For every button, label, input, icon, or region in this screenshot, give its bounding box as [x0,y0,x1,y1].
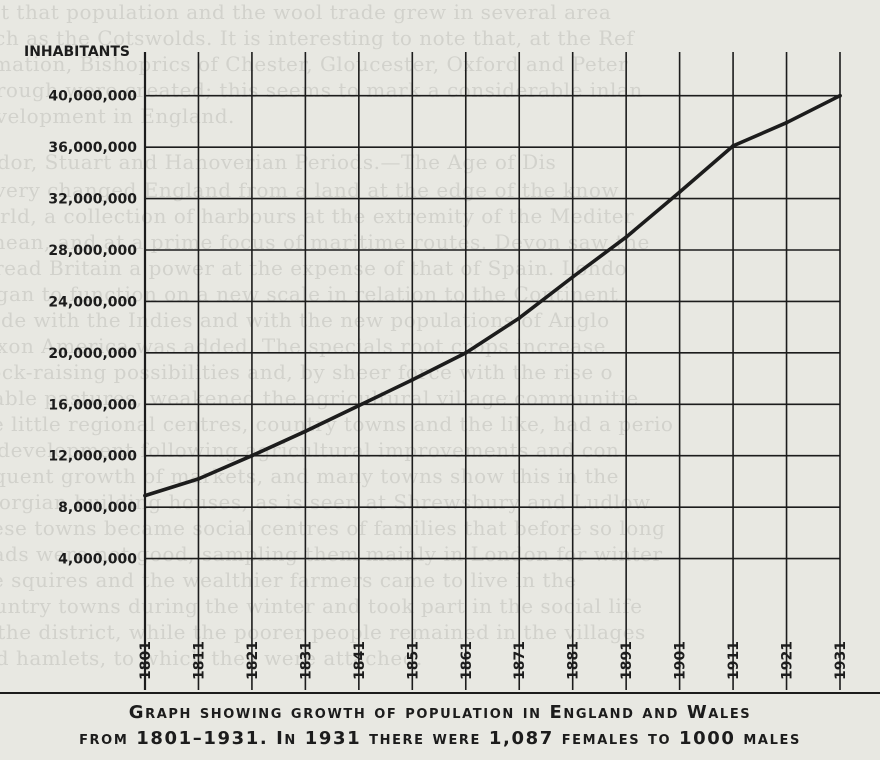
y-tick-label: 28,000,000 [48,243,137,259]
x-tick-label: 1861 [459,641,475,680]
caption-line-2: from 1801–1931. In 1931 there were 1,087… [79,728,801,749]
y-tick-label: 20,000,000 [48,346,137,362]
figure-caption: Graph showing growth of population in En… [0,700,880,752]
x-tick-label: 1911 [726,641,742,680]
population-chart: INHABITANTS 4,000,000 8,000,000 12,000,000… [0,44,880,694]
data-point [250,453,254,458]
x-tick-label: 1931 [833,641,849,680]
x-tick-label: 1881 [566,641,582,680]
x-axis-ticks: 1801 1811 1821 1831 1841 1851 1861 1871 1881 1891… [138,641,849,680]
x-tick-label: 1871 [512,641,528,680]
data-point [731,144,735,148]
data-point [677,190,682,194]
x-tick-label: 1891 [619,641,635,680]
data-point [517,316,522,320]
data-point [303,429,308,434]
y-tick-label: 40,000,000 [48,89,137,105]
data-point [357,403,361,408]
data-point [196,477,201,481]
data-point [570,275,575,279]
data-point [463,351,468,355]
x-tick-label: 1831 [298,641,314,680]
y-tick-label: 4,000,000 [58,552,137,568]
x-tick-label: 1851 [405,641,421,680]
x-tick-label: 1921 [780,641,796,680]
y-tick-label: 32,000,000 [48,192,137,208]
x-tick-label: 1901 [673,641,689,680]
data-point [838,93,842,98]
y-tick-label: 12,000,000 [48,449,137,465]
y-axis-ticks: 4,000,000 8,000,000 12,000,000 16,000,000 20… [48,89,137,568]
data-point [410,378,415,382]
x-tick-label: 1801 [138,641,154,680]
population-line [143,93,842,498]
series [143,93,842,498]
grid [143,52,841,690]
y-tick-label: 24,000,000 [48,294,137,310]
data-point [624,235,628,239]
x-tick-label: 1841 [352,641,368,680]
y-tick-label: 16,000,000 [48,397,137,413]
caption-line-1: Graph showing growth of population in En… [128,702,752,723]
x-tick-label: 1811 [191,641,207,680]
data-point [143,493,147,498]
data-point [784,120,789,125]
y-tick-label: 8,000,000 [58,500,137,516]
y-tick-label: 36,000,000 [48,140,137,156]
y-axis-title: INHABITANTS [24,44,130,60]
x-tick-label: 1821 [245,641,261,680]
